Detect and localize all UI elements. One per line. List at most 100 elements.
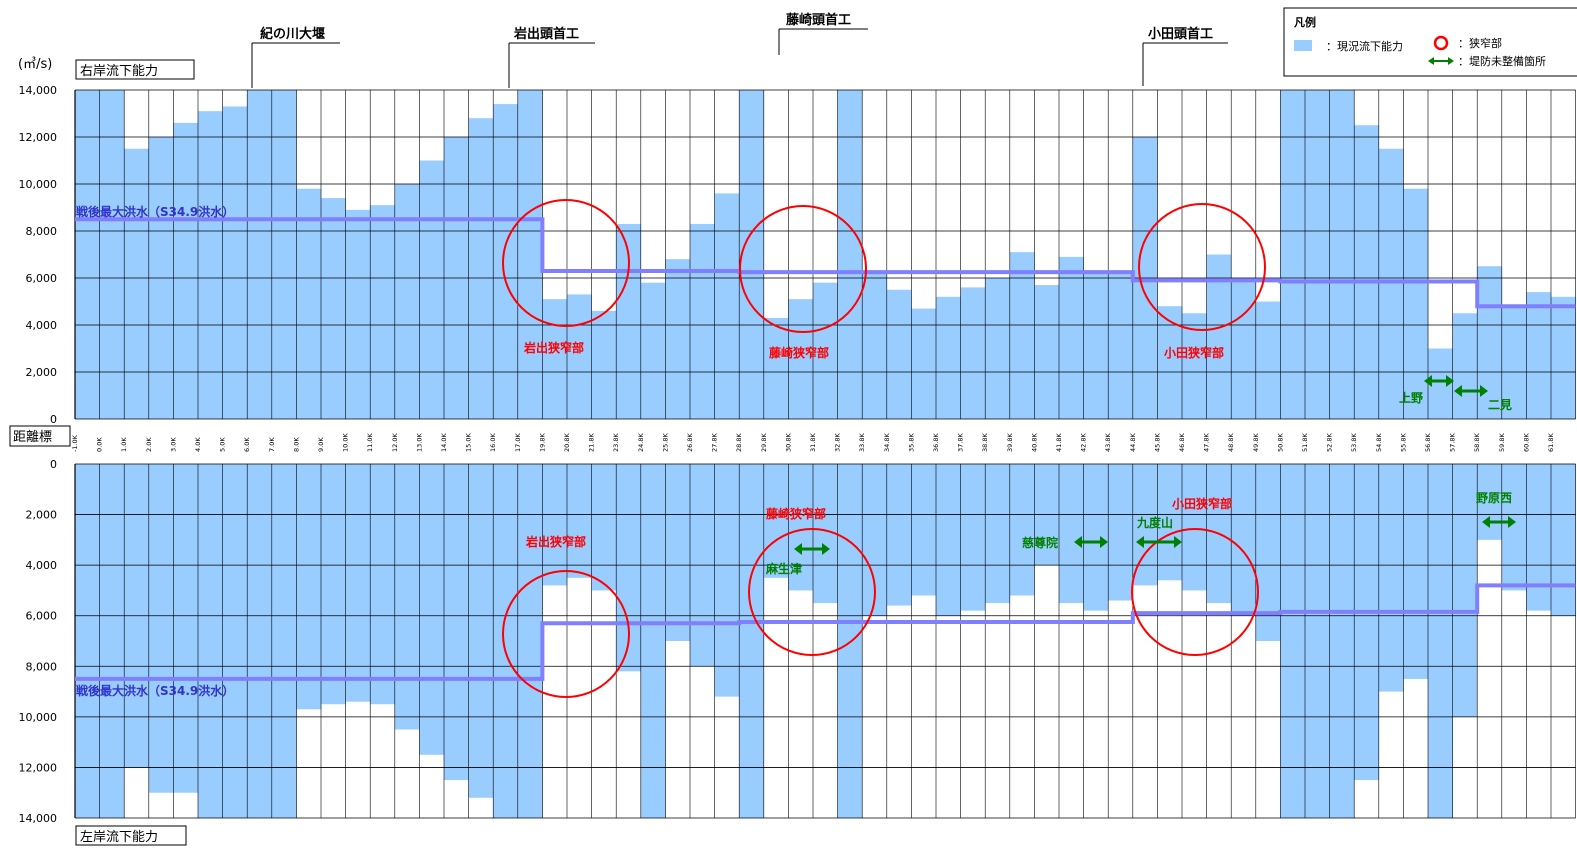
x-tick-label: 16.0K <box>489 433 497 452</box>
right-bank-bar <box>1526 292 1552 419</box>
left-bank-bar <box>99 464 125 818</box>
structure-labels: 紀の川大堰 岩出頭首工 藤崎頭首工 小田頭首工 <box>251 12 1228 88</box>
left-bank-bar <box>739 464 765 818</box>
right-bank-bar <box>567 294 592 419</box>
left-bank-bar <box>665 464 691 641</box>
x-tick-label: 58.8K <box>1473 433 1481 452</box>
flood-label-upper: 戦後最大洪水（S34.9洪水） <box>76 204 234 219</box>
x-tick-label: 54.8K <box>1375 433 1383 452</box>
right-bank-bar <box>99 90 125 419</box>
left-bank-bar <box>837 464 863 818</box>
y-axis-ticks: 0 2,000 4,000 6,000 8,000 10,000 12,000 14,000 0… <box>19 84 58 825</box>
x-tick-label: 15.0K <box>465 433 473 452</box>
right-bank-bar <box>370 205 396 419</box>
x-tick-label: 36.8K <box>932 433 940 452</box>
levee-arrow-asoudu <box>794 543 830 555</box>
levee-arrow-noharanishi <box>1482 516 1516 528</box>
left-bank-bar <box>1551 464 1576 616</box>
left-bank-bar <box>911 464 937 596</box>
levee-label-jisonin: 慈尊院 <box>1022 535 1058 550</box>
right-bank-bar <box>1108 273 1134 419</box>
levee-label-kudoyama: 九度山 <box>1136 515 1173 530</box>
x-tick-label: 48.8K <box>1227 433 1235 452</box>
narrow-label-iwade-upper: 岩出狭窄部 <box>523 340 584 355</box>
levee-arrow-ueno <box>1424 375 1454 387</box>
left-bank-bar <box>321 464 346 705</box>
right-bank-bar <box>739 90 765 419</box>
y-tick-upper: 2,000 <box>26 366 58 379</box>
y-tick-lower: 0 <box>50 458 57 471</box>
left-bank-bar <box>222 464 248 818</box>
left-bank-bar <box>75 464 100 818</box>
x-tick-label: 1.0K <box>120 437 128 452</box>
legend-title: 凡例 <box>1294 15 1316 29</box>
y-tick-upper: 14,000 <box>19 84 58 97</box>
x-tick-label: 46.8K <box>1178 433 1186 452</box>
flood-line-upper <box>75 217 1576 309</box>
x-tick-label: 28.8K <box>735 433 743 452</box>
right-bank-bar <box>1551 296 1576 419</box>
y-tick-upper: 4,000 <box>26 319 58 332</box>
right-bank-bar <box>1059 256 1084 419</box>
x-tick-label: 7.0K <box>268 437 276 452</box>
left-bank-bar <box>714 464 740 697</box>
levee-arrow-jisonin <box>1074 536 1108 548</box>
narrow-sections-lower: 岩出狭窄部 藤崎狭窄部 小田狭窄部 <box>502 496 1259 698</box>
left-bank-bar <box>1403 464 1429 679</box>
left-bank-bar <box>148 464 174 793</box>
left-bank-bar <box>1526 464 1552 611</box>
right-bank-bar <box>1034 285 1060 419</box>
x-tick-label: 37.8K <box>957 433 965 452</box>
x-tick-label: 3.0K <box>169 437 177 452</box>
flood-label-lower: 戦後最大洪水（S34.9洪水） <box>76 683 234 698</box>
narrow-circle-oda-lower <box>1131 528 1259 656</box>
narrow-circle-iwade-upper <box>502 199 630 327</box>
right-bank-bar <box>75 90 100 419</box>
left-bank-bar <box>1083 464 1109 611</box>
x-tick-label: 44.8K <box>1129 433 1137 452</box>
legend-narrow-icon <box>1433 35 1449 51</box>
x-tick-label: 12.0K <box>391 433 399 452</box>
left-bank-bar <box>271 464 297 818</box>
x-tick-label: 19.8K <box>538 433 546 452</box>
x-tick-label: 41.8K <box>1055 433 1063 452</box>
right-bank-label: 右岸流下能力 <box>80 64 158 79</box>
right-bank-bar <box>788 299 814 419</box>
narrow-circle-fujisaki-lower <box>748 528 876 656</box>
legend-capacity-swatch <box>1294 40 1312 51</box>
right-bank-bar <box>862 273 888 419</box>
left-bank-bar <box>370 464 396 705</box>
left-bank-bar <box>1452 464 1478 717</box>
left-bank-bar <box>493 464 519 818</box>
left-bank-bar <box>1182 464 1207 591</box>
right-bank-bar <box>1354 125 1380 419</box>
right-bank-bar <box>1255 301 1281 419</box>
left-bank-bar <box>1378 464 1404 692</box>
levee-markers: 上野 二見 麻生津 慈尊院 九度山 野原西 <box>765 375 1516 576</box>
narrow-label-fujisaki-upper: 藤崎狭窄部 <box>768 345 829 360</box>
left-bank-bar <box>640 464 666 818</box>
right-bank-bar <box>394 184 420 419</box>
left-bank-bar <box>960 464 986 611</box>
x-tick-label: 25.8K <box>661 433 669 452</box>
flood-line-lower <box>75 583 1576 681</box>
levee-label-noharanishi: 野原西 <box>1476 491 1512 505</box>
x-tick-label: 59.8K <box>1498 433 1506 452</box>
x-tick-label: 43.8K <box>1104 433 1112 452</box>
x-tick-label: 17.0K <box>514 433 522 452</box>
right-bank-bar <box>1329 90 1355 419</box>
left-bank-bar <box>542 464 568 586</box>
right-bank-bar <box>714 193 740 419</box>
distance-marker-label: 距離標 <box>13 430 52 445</box>
right-bank-bar <box>198 111 223 420</box>
legend-box <box>1283 7 1577 77</box>
right-bank-bar <box>345 209 371 419</box>
x-tick-label: 60.8K <box>1522 433 1530 452</box>
structure-label-iwade: 岩出頭首工 <box>513 26 579 42</box>
levee-arrow-kudoyama <box>1136 536 1182 548</box>
x-tick-label: 42.8K <box>1080 433 1088 452</box>
x-tick-label: 38.8K <box>981 433 989 452</box>
x-tick-label: 30.8K <box>784 433 792 452</box>
x-tick-label: 4.0K <box>194 437 202 452</box>
